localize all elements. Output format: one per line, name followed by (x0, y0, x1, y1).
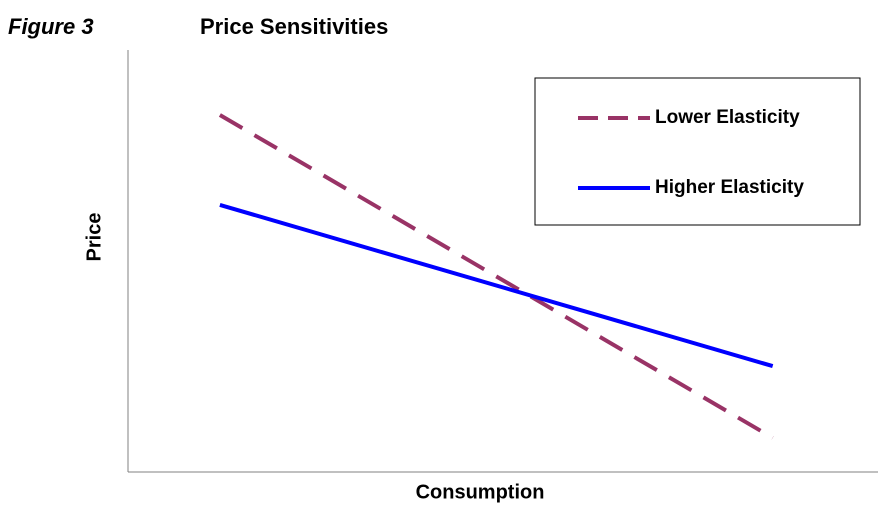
chart-title: Price Sensitivities (200, 14, 388, 39)
series-line (218, 113, 774, 440)
legend-label: Lower Elasticity (655, 107, 800, 128)
x-axis-label: Consumption (416, 481, 545, 503)
figure-label: Figure 3 (8, 14, 94, 39)
y-axis-label: Price (83, 213, 105, 262)
legend-box (534, 77, 861, 226)
legend-label: Higher Elasticity (655, 177, 804, 198)
series-line (219, 202, 774, 369)
